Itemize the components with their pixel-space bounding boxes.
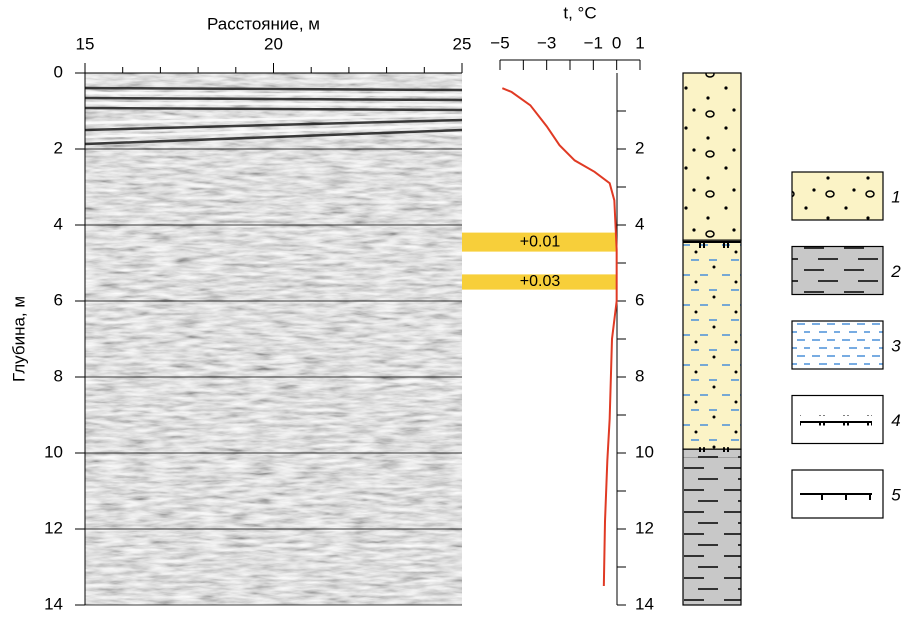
y-tick-label: 10 [44, 442, 63, 461]
y-tick-label: 0 [54, 62, 63, 81]
radargram-image [85, 73, 462, 605]
x-axis-title: Расстояние, м [207, 14, 320, 33]
legend-symbol [800, 415, 872, 426]
temperature-band [462, 232, 617, 252]
reflection-band [84, 123, 463, 139]
y-tick-label: 10 [635, 442, 654, 461]
reflection-band [84, 118, 463, 132]
y-tick-label: 2 [635, 138, 644, 157]
boundary-marker [683, 447, 741, 458]
y-tick-label: 12 [44, 518, 63, 537]
reflection-band [84, 96, 463, 102]
legend-label: 3 [891, 336, 901, 355]
legend-label: 2 [890, 262, 901, 281]
reflection-band [84, 91, 463, 97]
y-tick-label: 4 [54, 214, 63, 233]
y-tick-label: 8 [635, 366, 644, 385]
x-tick-label: 15 [76, 34, 95, 53]
y-tick-label: 8 [54, 366, 63, 385]
temperature-label: +0.01 [520, 233, 561, 250]
y-tick-label: 2 [54, 138, 63, 157]
legend-swatch [791, 245, 884, 296]
reflection-band [84, 113, 463, 125]
y-tick-label: 12 [635, 518, 654, 537]
x-axis-title: t, °C [563, 3, 596, 22]
legend-label: 1 [891, 187, 900, 206]
lithology-layer [682, 448, 742, 606]
lithology-layer [682, 72, 742, 241]
x-tick-label: 0 [612, 33, 621, 52]
boundary-marker [683, 238, 741, 249]
x-tick-label: 25 [453, 34, 472, 53]
lithology-layer [682, 239, 742, 450]
legend-label: 4 [891, 411, 900, 430]
y-tick-label: 14 [44, 594, 63, 612]
legend-swatch [791, 171, 884, 221]
y-tick-label: 4 [635, 214, 644, 233]
x-tick-label: −5 [490, 33, 509, 52]
y-tick-label: 14 [635, 594, 654, 612]
legend-symbol [800, 490, 872, 500]
temperature-line [501, 87, 618, 587]
x-tick-label: 1 [635, 33, 644, 52]
legend-label: 5 [891, 485, 901, 504]
legend-swatch [791, 320, 884, 370]
x-tick-label: 20 [264, 34, 283, 53]
x-tick-label: −1 [584, 33, 603, 52]
y-axis-title: Глубина, м [9, 296, 28, 382]
reflection-band [84, 86, 463, 92]
reflection-band [84, 106, 463, 112]
reflection-band [84, 101, 463, 107]
y-tick-label: 6 [54, 290, 63, 309]
temperature-label: +0.03 [520, 273, 561, 290]
x-tick-label: −3 [537, 33, 556, 52]
reflection-band [84, 128, 463, 146]
reflection-band [84, 239, 463, 263]
temperature-band [462, 274, 617, 290]
y-tick-label: 6 [635, 290, 644, 309]
